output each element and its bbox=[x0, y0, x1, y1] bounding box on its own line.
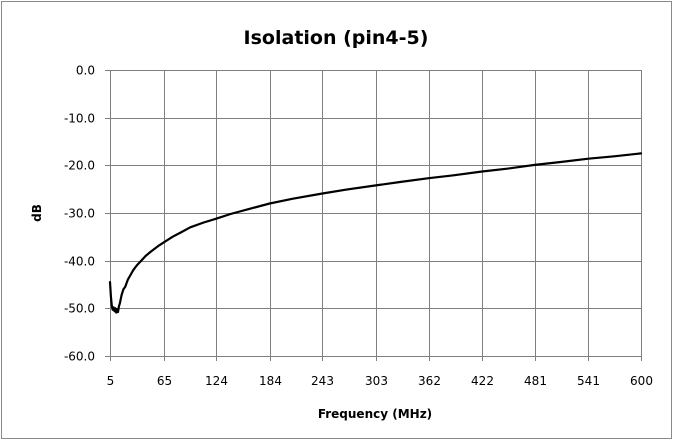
x-tick-label: 303 bbox=[365, 374, 388, 388]
x-tick-label: 124 bbox=[205, 374, 228, 388]
chart-title: Isolation (pin4-5) bbox=[244, 27, 429, 49]
x-tick-label: 541 bbox=[577, 374, 600, 388]
y-tick-label: -30.0 bbox=[64, 207, 95, 221]
y-tick-label: -50.0 bbox=[64, 302, 95, 316]
grid bbox=[105, 70, 642, 361]
x-tick-label: 243 bbox=[311, 374, 334, 388]
x-tick-label: 65 bbox=[157, 374, 172, 388]
y-tick-label: -60.0 bbox=[64, 350, 95, 364]
tick-labels: 0.0 -10.0 -20.0 -30.0 -40.0 -50.0 -60.0 5 65 124 1… bbox=[64, 64, 653, 389]
y-axis-label: dB bbox=[30, 204, 44, 222]
axes bbox=[110, 70, 641, 357]
series-layer bbox=[108, 152, 643, 314]
x-tick-label: 600 bbox=[630, 374, 653, 388]
x-tick-label: 184 bbox=[259, 374, 282, 388]
x-axis-label: Frequency (MHz) bbox=[318, 407, 432, 421]
x-tick-label: 362 bbox=[418, 374, 441, 388]
x-tick-label: 422 bbox=[471, 374, 494, 388]
y-tick-label: -10.0 bbox=[64, 112, 95, 126]
y-tick-label: -20.0 bbox=[64, 159, 95, 173]
x-tick-label: 481 bbox=[524, 374, 547, 388]
series-line bbox=[108, 152, 643, 314]
x-tick-label: 5 bbox=[107, 374, 115, 388]
y-tick-label: -40.0 bbox=[64, 255, 95, 269]
y-tick-label: 0.0 bbox=[76, 64, 95, 78]
